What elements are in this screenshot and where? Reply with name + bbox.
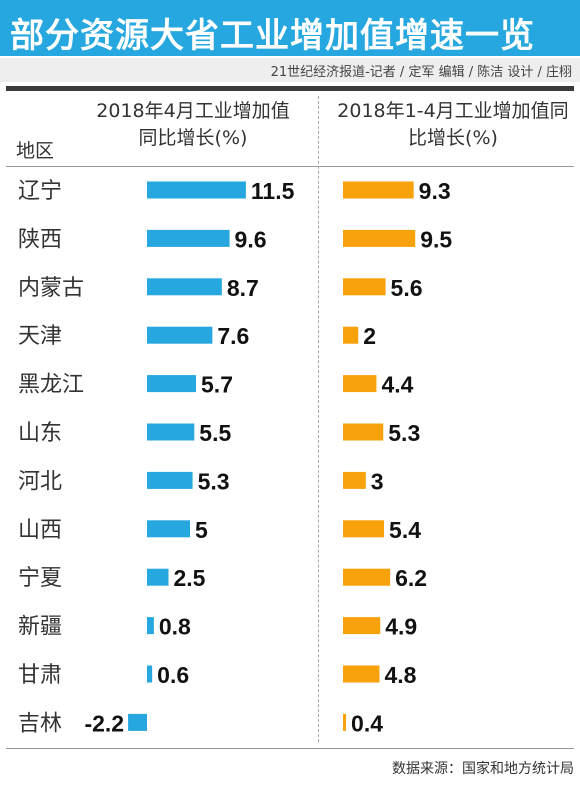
series1-bar bbox=[147, 278, 222, 296]
series1-bar bbox=[128, 713, 147, 731]
series2-bar bbox=[343, 181, 414, 199]
series2-bar bbox=[343, 278, 386, 296]
series1-value-label: 2.5 bbox=[174, 565, 206, 591]
series2-bar bbox=[343, 471, 366, 489]
credit-bar: 21世纪经济报道-记者 / 定军 编辑 / 陈洁 设计 / 庄栩 bbox=[0, 58, 580, 82]
series1-bar bbox=[147, 617, 154, 635]
top-rule bbox=[6, 86, 574, 91]
footer-rule bbox=[6, 748, 574, 749]
series1-bar bbox=[147, 568, 169, 586]
series1-bar bbox=[147, 375, 197, 393]
series2-bar bbox=[343, 326, 359, 344]
series1-bar bbox=[147, 665, 153, 683]
series2-value-label: 9.5 bbox=[420, 226, 452, 252]
series1-bar bbox=[147, 326, 213, 344]
series1-value-label: 7.6 bbox=[217, 323, 249, 349]
series1-value-label: 0.8 bbox=[159, 614, 191, 640]
series1-value-label: -2.2 bbox=[84, 710, 124, 736]
series2-value-label: 0.4 bbox=[351, 710, 383, 736]
series2-bar bbox=[343, 423, 384, 441]
series1-value-label: 5.7 bbox=[201, 372, 233, 398]
region-label: 山西 bbox=[18, 518, 62, 543]
series2-bar bbox=[343, 617, 381, 635]
region-column-header: 地区 bbox=[16, 140, 55, 162]
series2-value-label: 9.3 bbox=[419, 178, 451, 204]
region-label: 宁夏 bbox=[18, 566, 62, 591]
series1-bar bbox=[147, 181, 246, 199]
series2-bar bbox=[343, 665, 380, 683]
column-divider bbox=[318, 96, 319, 742]
series2-bar bbox=[343, 375, 377, 393]
region-label: 河北 bbox=[18, 469, 62, 494]
credit-line: 21世纪经济报道-记者 / 定军 编辑 / 陈洁 设计 / 庄栩 bbox=[270, 65, 572, 80]
series1-value-label: 9.6 bbox=[235, 226, 267, 252]
region-label: 新疆 bbox=[18, 615, 62, 640]
series1-value-label: 11.5 bbox=[251, 178, 295, 204]
region-label: 内蒙古 bbox=[18, 276, 84, 301]
series1-value-label: 5.3 bbox=[198, 468, 230, 494]
series1-value-label: 5.5 bbox=[199, 420, 231, 446]
region-label: 黑龙江 bbox=[18, 373, 84, 398]
series2-value-label: 5.6 bbox=[391, 275, 423, 301]
source-note: 数据来源：国家和地方统计局 bbox=[392, 761, 574, 777]
series2-value-label: 4.4 bbox=[381, 372, 413, 398]
series2-value-label: 5.3 bbox=[388, 420, 420, 446]
series2-value-label: 4.8 bbox=[384, 662, 416, 688]
series1-bar bbox=[147, 229, 230, 247]
series2-bar bbox=[343, 568, 391, 586]
series1-value-label: 0.6 bbox=[157, 662, 189, 688]
region-label: 辽宁 bbox=[18, 179, 62, 204]
series2-value-label: 3 bbox=[371, 468, 384, 494]
series1-bar bbox=[147, 423, 195, 441]
series2-bar bbox=[343, 520, 385, 538]
region-label: 甘肃 bbox=[18, 663, 62, 688]
series1-bar bbox=[147, 471, 193, 489]
series2-value-label: 2 bbox=[363, 323, 376, 349]
series2-value-label: 5.4 bbox=[389, 517, 421, 543]
region-label: 吉林 bbox=[18, 711, 62, 736]
series2-header: 2018年1-4月工业增加值同比增长(%) bbox=[337, 100, 569, 149]
header-rule bbox=[6, 166, 574, 167]
series1-header: 2018年4月工业增加值同比增长(%) bbox=[96, 100, 290, 149]
series2-value-label: 6.2 bbox=[395, 565, 427, 591]
chart-title: 部分资源大省工业增加值增速一览 bbox=[10, 16, 535, 56]
series1-value-label: 8.7 bbox=[227, 275, 259, 301]
series2-bar bbox=[343, 229, 416, 247]
region-label: 天津 bbox=[18, 324, 62, 349]
region-label: 山东 bbox=[18, 421, 62, 446]
region-label: 陕西 bbox=[18, 227, 62, 252]
title-bar: 部分资源大省工业增加值增速一览 bbox=[0, 0, 580, 56]
series2-bar bbox=[343, 713, 347, 731]
series1-bar bbox=[147, 520, 190, 538]
series2-value-label: 4.9 bbox=[385, 614, 417, 640]
series1-value-label: 5 bbox=[195, 517, 208, 543]
